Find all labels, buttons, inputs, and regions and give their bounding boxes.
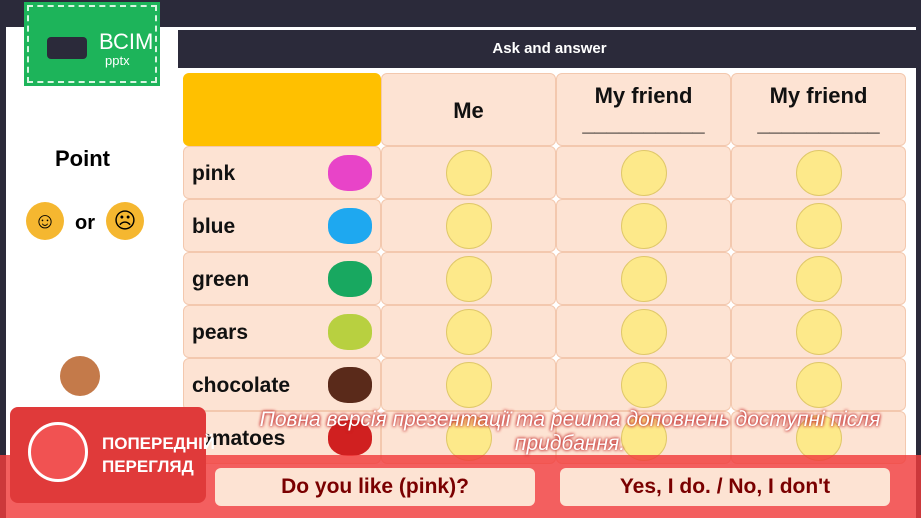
logo: ВСІМ pptx [24, 2, 160, 86]
answer-circle[interactable] [445, 308, 492, 355]
answer-circle[interactable] [795, 308, 842, 355]
answer-cell[interactable] [381, 358, 556, 411]
answer-circle[interactable] [445, 255, 492, 302]
preview-note: Повна версія презентації та решта доповн… [259, 408, 881, 455]
answer-cell[interactable] [556, 146, 731, 199]
blue-icon [328, 208, 372, 244]
answer-circle[interactable] [620, 255, 667, 302]
row-label: pears [183, 305, 381, 358]
answer-circle[interactable] [795, 149, 842, 196]
answer-bubble: Yes, I do. / No, I don't [560, 468, 890, 506]
sad-face-icon: ☹ [106, 202, 144, 240]
chocolate-icon [328, 367, 372, 403]
row-label: pink [183, 146, 381, 199]
graduation-cap-icon [47, 37, 87, 59]
tomatoes-icon [328, 420, 372, 456]
boy-image [60, 356, 100, 396]
answer-cell[interactable] [556, 252, 731, 305]
question-bubble: Do you like (pink)? [215, 468, 535, 506]
answer-circle[interactable] [445, 149, 492, 196]
answer-circle[interactable] [795, 255, 842, 302]
answer-cell[interactable] [556, 358, 731, 411]
answer-cell[interactable] [556, 305, 731, 358]
row-label: blue [183, 199, 381, 252]
happy-face-icon: ☺ [26, 202, 64, 240]
answer-cell[interactable] [731, 358, 906, 411]
answer-circle[interactable] [795, 414, 842, 461]
column-header: Me [381, 73, 556, 146]
answer-cell[interactable] [731, 252, 906, 305]
pink-icon [328, 155, 372, 191]
answer-cell[interactable] [381, 252, 556, 305]
magnifier-icon [28, 422, 88, 482]
header-title: Ask and answer [178, 30, 921, 68]
or-label: or [75, 212, 95, 234]
preview-badge[interactable]: ПОПЕРЕДНІЙ ПЕРЕГЛЯД [10, 407, 215, 503]
row-label: chocolate [183, 358, 381, 411]
answer-cell[interactable] [381, 305, 556, 358]
answer-circle[interactable] [445, 414, 492, 461]
answer-circle[interactable] [445, 202, 492, 249]
answer-circle[interactable] [795, 202, 842, 249]
answer-cell[interactable] [381, 146, 556, 199]
column-header: My friend __________ [731, 73, 906, 146]
column-header [183, 73, 381, 146]
column-header: My friend __________ [556, 73, 731, 146]
answer-cell[interactable] [381, 199, 556, 252]
answer-cell[interactable] [731, 305, 906, 358]
answer-cell[interactable] [556, 199, 731, 252]
answer-circle[interactable] [620, 202, 667, 249]
answer-circle[interactable] [795, 361, 842, 408]
answer-circle[interactable] [620, 308, 667, 355]
green-icon [328, 261, 372, 297]
row-label: green [183, 252, 381, 305]
answer-cell[interactable] [731, 199, 906, 252]
point-label: Point [55, 146, 110, 171]
answer-circle[interactable] [620, 361, 667, 408]
answer-circle[interactable] [445, 361, 492, 408]
answer-circle[interactable] [620, 149, 667, 196]
answer-cell[interactable] [731, 146, 906, 199]
pears-icon [328, 314, 372, 350]
